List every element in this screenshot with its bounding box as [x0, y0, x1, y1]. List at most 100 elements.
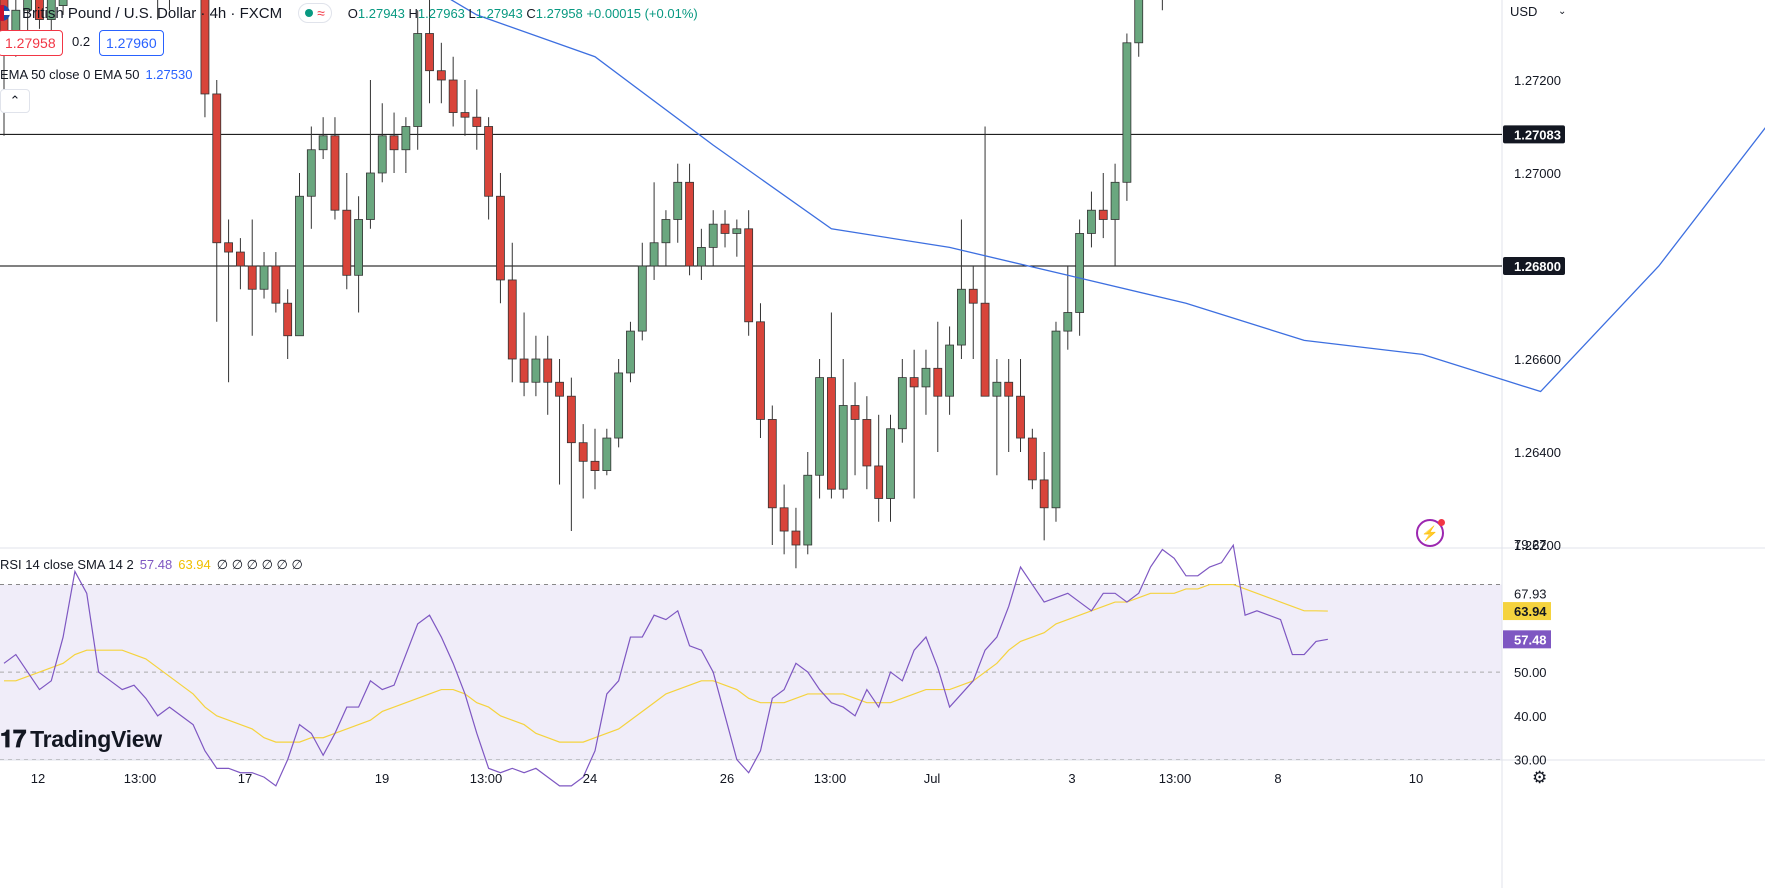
buy-button[interactable]: 1.27960: [99, 30, 164, 56]
sell-button[interactable]: 1.27958: [0, 30, 63, 56]
chart-header: British Pound / U.S. Dollar · 4h · FXCM …: [0, 0, 698, 26]
candle-body: [1122, 42, 1132, 183]
candle-body: [696, 246, 706, 267]
candle-body: [425, 33, 434, 72]
candle-body: [283, 302, 293, 337]
price-tick-label: 1.26600: [1514, 352, 1561, 367]
collapse-legend-button[interactable]: ⌃: [0, 89, 30, 113]
candle-body: [720, 223, 730, 234]
candle-body: [212, 93, 222, 244]
candle-body: [921, 367, 931, 388]
gear-icon[interactable]: ⚙: [1532, 768, 1548, 787]
high-value: 1.27963: [417, 5, 465, 21]
candle-body: [661, 219, 671, 244]
currency-selector[interactable]: USD ⌄: [1510, 4, 1566, 19]
spread-value: 0.2: [72, 34, 91, 49]
candle-body: [389, 135, 399, 151]
candle-body: [200, 0, 210, 95]
candle-body: [295, 195, 304, 337]
rsi-sma-legend-value: 63.94: [178, 557, 211, 572]
candle-body: [342, 209, 352, 276]
candle-body: [1016, 395, 1025, 439]
candle-body: [58, 0, 68, 6]
rsi-tick-label: 40.00: [1514, 709, 1547, 724]
candle-body: [543, 358, 553, 383]
candle-body: [271, 265, 281, 304]
candle-body: [744, 228, 754, 323]
rsi-tick-label: 79.27: [1514, 537, 1547, 552]
ema-legend[interactable]: EMA 50 close 0 EMA 50 1.27530: [0, 67, 192, 82]
ema-legend-label: EMA 50 close 0 EMA 50: [0, 67, 140, 82]
candle-body: [909, 377, 919, 388]
candle-body: [1087, 209, 1096, 234]
price-tick-label: 1.26400: [1514, 445, 1561, 460]
candle-body: [377, 135, 387, 174]
price-label-box: [1503, 125, 1565, 144]
price-label-support: 1.26800: [1514, 259, 1561, 274]
low-value: 1.27943: [475, 5, 523, 21]
candle-body: [507, 279, 517, 360]
candle-body: [1063, 312, 1073, 332]
rsi-sma-value-label: 63.94: [1514, 604, 1547, 619]
price-label-support: 1.27083: [1514, 127, 1561, 142]
candle-body: [366, 172, 375, 220]
market-status[interactable]: ≈: [298, 3, 332, 23]
candle-body: [933, 367, 943, 397]
time-tick-label: 13:00: [124, 771, 157, 786]
candle-body: [531, 358, 541, 383]
price-tick-label: 1.27200: [1514, 73, 1561, 88]
rsi-value-label: 57.48: [1514, 632, 1547, 647]
candle-body: [791, 530, 801, 546]
candle-body: [306, 149, 316, 197]
rsi-legend[interactable]: RSI 14 close SMA 14 2 57.48 63.94 ∅ ∅ ∅ ∅ ∅…: [0, 557, 303, 573]
candle-body: [472, 116, 482, 127]
rsi-tick-label: 67.93: [1514, 587, 1547, 602]
chevron-up-icon: ⌃: [9, 93, 21, 108]
gbp-usd-flag-icon: [0, 5, 10, 21]
candle-body: [767, 419, 777, 509]
data-delay-icon: ≈: [317, 5, 325, 21]
candle-body: [519, 358, 529, 383]
candle-body: [732, 228, 742, 234]
rsi-line: [3, 543, 1328, 787]
candle-body: [35, 0, 44, 20]
candle-body: [862, 419, 872, 467]
time-tick-label: Jul: [924, 771, 941, 786]
candle-body: [1027, 437, 1037, 481]
rsi-sma-value-box: [1503, 602, 1551, 621]
low-key: L: [468, 5, 476, 21]
candle-body: [224, 242, 233, 253]
candle-body: [626, 330, 635, 374]
time-tick-label: 12: [31, 771, 45, 786]
candle-body: [838, 405, 848, 490]
candle-body: [1039, 479, 1049, 509]
rsi-tick-label: 50.00: [1514, 665, 1547, 680]
candle-body: [555, 381, 564, 397]
close-value: 1.27958: [535, 5, 583, 21]
candle-body: [330, 135, 340, 211]
price-tick-label: 1.27000: [1514, 166, 1561, 181]
candle-body: [484, 126, 494, 197]
candle-body: [602, 437, 612, 471]
candle-body: [827, 377, 836, 490]
candle-body: [401, 126, 411, 151]
symbol-title[interactable]: British Pound / U.S. Dollar · 4h · FXCM: [22, 4, 283, 22]
time-tick-label: 10: [1409, 771, 1423, 786]
rsi-value-box: [1503, 630, 1551, 649]
candle-body: [460, 112, 470, 118]
price-label-box: [1503, 257, 1565, 275]
candle-body: [992, 381, 1002, 397]
candle-body: [886, 428, 895, 499]
candle-body: [779, 507, 789, 532]
time-tick-label: 8: [1274, 771, 1281, 786]
lightning-alert-icon[interactable]: ⚡: [1416, 519, 1445, 547]
candle-body: [685, 181, 694, 267]
open-key: O: [347, 5, 358, 21]
candle-body: [590, 460, 600, 471]
candle-body: [1075, 233, 1085, 313]
tradingview-mark-icon: 𝟏𝟕: [0, 726, 27, 753]
candle-body: [235, 251, 245, 267]
candle-body: [957, 288, 966, 346]
ema-legend-value: 1.27530: [145, 67, 193, 82]
